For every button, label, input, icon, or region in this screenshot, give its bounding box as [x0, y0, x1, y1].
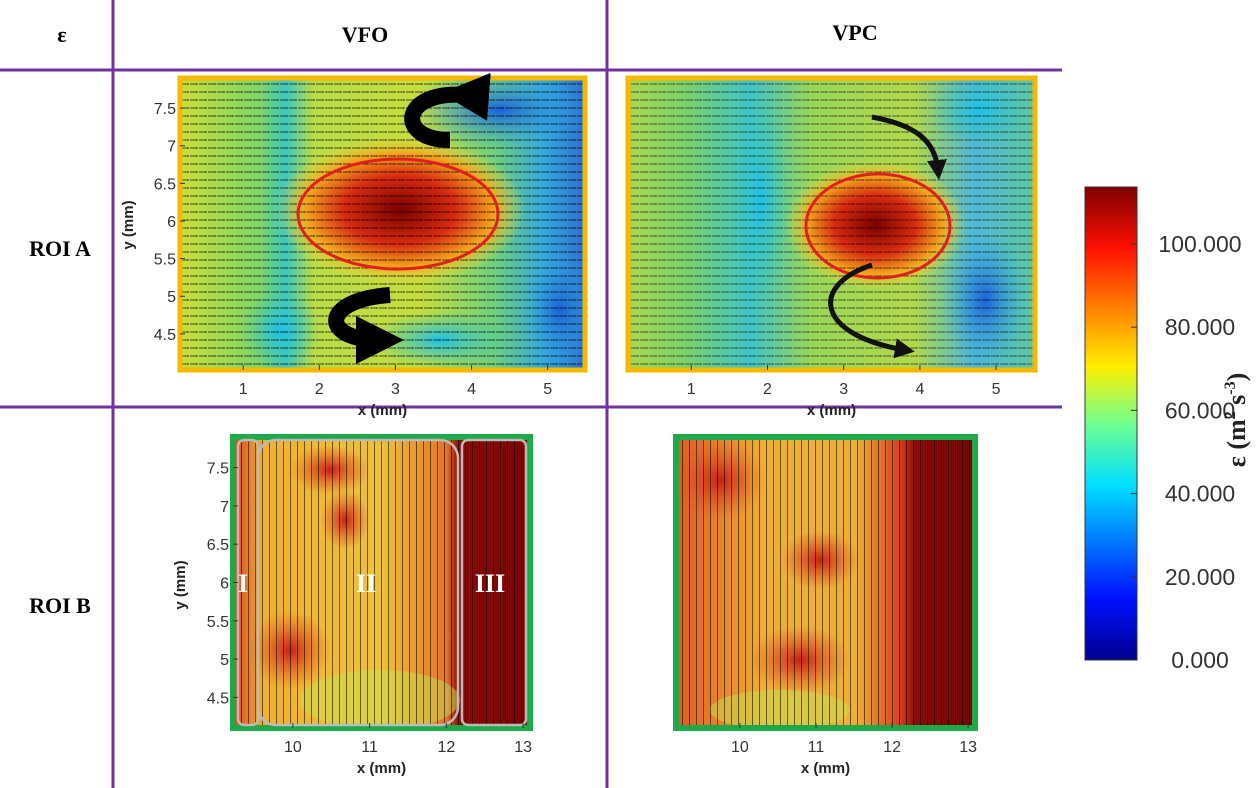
column-label: VFO — [342, 22, 388, 47]
highlight-ellipse — [296, 157, 500, 271]
x-tick-label: 2 — [763, 381, 772, 398]
y-tick-label: 4.5 — [207, 690, 229, 707]
region-box — [460, 438, 528, 727]
colorbar — [1084, 186, 1138, 661]
x-tick-label: 5 — [992, 381, 1001, 398]
colorbar-tick-label: 100.000 — [1158, 231, 1241, 257]
x-tick-label: 11 — [361, 739, 378, 756]
x-tick-label: 11 — [808, 739, 825, 756]
highlight-ellipse — [804, 172, 952, 280]
colorbar-tick-label: 0.000 — [1171, 647, 1229, 673]
heatmap — [180, 78, 585, 370]
x-axis-label: x (mm) — [358, 402, 407, 419]
table-grid — [0, 0, 1062, 788]
x-tick-label: 5 — [543, 381, 552, 398]
column-label: VPC — [832, 20, 877, 45]
colorbar-label-part: ε (m — [1222, 419, 1251, 467]
x-axis-label: x (mm) — [801, 760, 850, 777]
y-tick-label: 6 — [167, 214, 176, 231]
y-tick-label: 7.5 — [207, 461, 229, 478]
flow-arrow — [871, 114, 947, 180]
y-tick-label: 7 — [220, 499, 229, 516]
corner-label: ε — [57, 22, 66, 47]
y-tick-label: 7 — [167, 139, 176, 156]
heatmap — [676, 437, 975, 728]
panel-frame — [673, 434, 978, 731]
y-tick-label: 4.5 — [154, 327, 176, 344]
x-axis-label: x (mm) — [357, 760, 406, 777]
flow-arrow — [828, 262, 915, 359]
y-axis-label: y (mm) — [120, 200, 137, 249]
colorbar-tick-label: 60.000 — [1165, 397, 1235, 423]
flow-arrow — [404, 72, 491, 148]
colorbar-label-part: -3 — [1222, 381, 1239, 394]
colorbar-label-part: s — [1222, 395, 1251, 412]
x-tick-label: 4 — [467, 381, 476, 398]
y-tick-label: 5 — [167, 289, 176, 306]
y-axis-label: y (mm) — [172, 560, 189, 609]
x-tick-label: 13 — [514, 739, 532, 756]
region-box — [256, 438, 460, 727]
heatmap — [628, 78, 1035, 370]
region-label: I — [238, 569, 248, 598]
colorbar-label-part: 2 — [1222, 411, 1239, 419]
x-tick-label: 3 — [391, 381, 400, 398]
x-tick-label: 2 — [315, 381, 324, 398]
colorbar-tick-label: 40.000 — [1165, 481, 1235, 507]
x-tick-label: 12 — [883, 739, 901, 756]
flow-arrow — [328, 287, 404, 364]
colorbar-tick-label: 20.000 — [1165, 564, 1235, 590]
panel-frame — [177, 75, 588, 373]
y-tick-label: 5.5 — [207, 614, 229, 631]
x-axis-label: x (mm) — [807, 402, 856, 419]
row-label: ROI A — [29, 236, 91, 261]
region-label: II — [356, 569, 376, 598]
y-tick-label: 5.5 — [154, 252, 176, 269]
panel-frame — [625, 75, 1038, 373]
x-tick-label: 1 — [687, 381, 696, 398]
y-tick-label: 6.5 — [154, 176, 176, 193]
colorbar-label: ε (m2 s-3) — [1222, 373, 1251, 468]
row-label: ROI B — [29, 593, 91, 618]
x-tick-label: 4 — [915, 381, 924, 398]
x-tick-label: 12 — [437, 739, 455, 756]
x-tick-label: 10 — [284, 739, 302, 756]
x-tick-label: 13 — [959, 739, 977, 756]
y-tick-label: 6.5 — [207, 537, 229, 554]
x-tick-label: 10 — [731, 739, 749, 756]
y-tick-label: 7.5 — [154, 101, 176, 118]
y-tick-label: 6 — [220, 576, 229, 593]
region-label: III — [475, 569, 505, 598]
x-tick-label: 1 — [239, 381, 248, 398]
heatmap — [233, 437, 530, 728]
x-tick-label: 3 — [839, 381, 848, 398]
colorbar-tick-label: 80.000 — [1165, 314, 1235, 340]
y-tick-label: 5 — [220, 652, 229, 669]
colorbar-label-part: ) — [1222, 373, 1251, 382]
